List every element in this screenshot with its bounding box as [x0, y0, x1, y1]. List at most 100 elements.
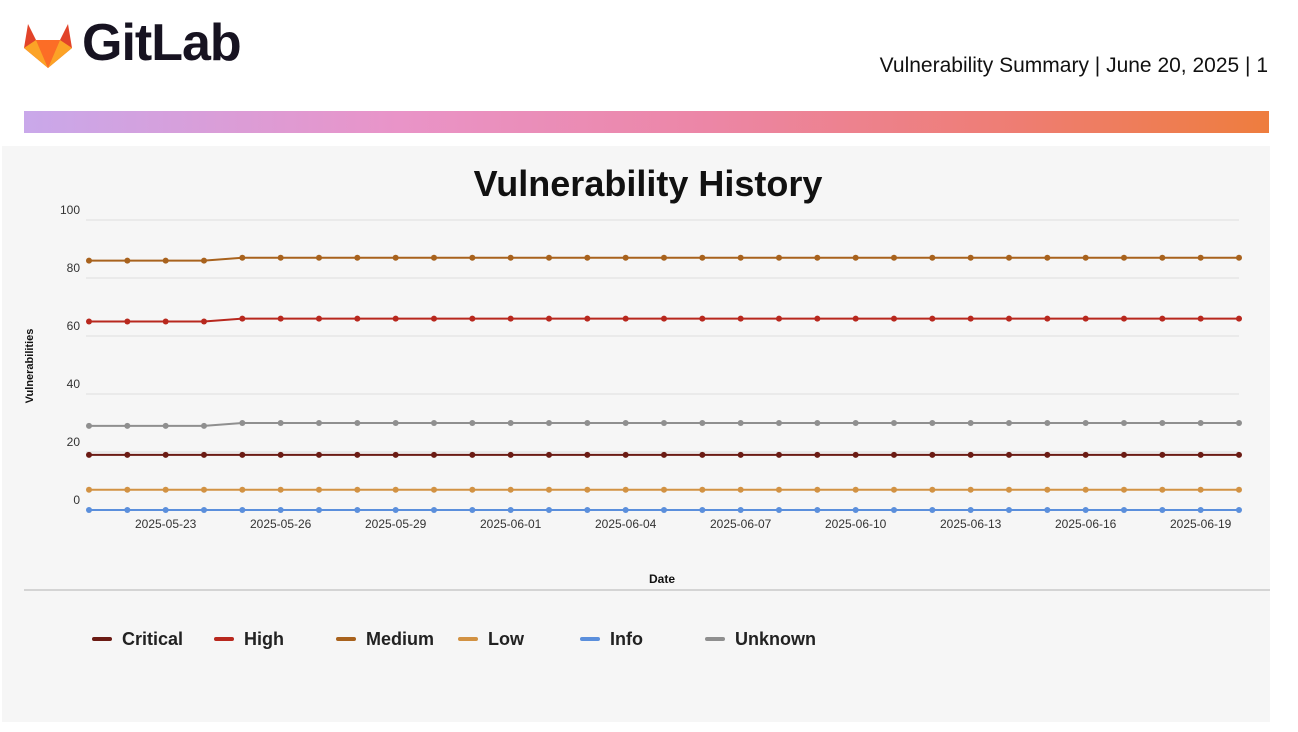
- data-point-info: [1197, 507, 1204, 513]
- data-point-low: [1236, 486, 1242, 493]
- data-point-critical: [546, 451, 552, 458]
- data-point-high: [239, 315, 246, 322]
- data-point-low: [1197, 486, 1204, 493]
- x-tick-label: 2025-05-26: [250, 517, 312, 531]
- data-point-high: [124, 318, 131, 325]
- data-point-high: [699, 315, 706, 322]
- data-point-unknown: [1121, 420, 1127, 426]
- data-point-critical: [469, 451, 476, 458]
- data-point-medium: [1159, 254, 1166, 261]
- data-point-medium: [124, 257, 131, 264]
- data-point-critical: [86, 451, 92, 458]
- data-point-critical: [776, 451, 782, 458]
- data-point-low: [584, 486, 591, 493]
- data-point-info: [1121, 507, 1127, 513]
- data-point-unknown: [1236, 420, 1242, 426]
- legend-swatch: [580, 637, 600, 641]
- data-point-high: [1159, 315, 1166, 322]
- data-point-high: [162, 318, 169, 325]
- legend-item-info[interactable]: Info: [580, 629, 705, 650]
- data-point-info: [354, 507, 361, 513]
- data-point-critical: [891, 451, 897, 458]
- x-tick-label: 2025-06-07: [710, 517, 772, 531]
- data-point-unknown: [929, 420, 936, 426]
- data-point-critical: [1121, 451, 1127, 458]
- data-point-medium: [1044, 254, 1051, 261]
- data-point-info: [1044, 507, 1051, 513]
- data-point-low: [737, 486, 744, 493]
- x-tick-label: 2025-06-16: [1055, 517, 1117, 531]
- legend-item-high[interactable]: High: [214, 629, 336, 650]
- legend-label: High: [244, 628, 284, 649]
- data-point-medium: [929, 254, 936, 261]
- data-point-medium: [584, 254, 591, 261]
- legend-label: Medium: [366, 628, 435, 649]
- data-point-info: [584, 507, 591, 513]
- data-point-unknown: [776, 420, 782, 426]
- data-point-critical: [1197, 451, 1204, 458]
- data-point-high: [929, 315, 936, 322]
- data-point-critical: [1236, 451, 1242, 458]
- data-point-low: [929, 486, 936, 493]
- data-point-medium: [469, 254, 476, 261]
- data-point-medium: [776, 254, 782, 261]
- legend-item-medium[interactable]: Medium: [336, 629, 458, 650]
- data-point-info: [431, 507, 437, 513]
- data-point-unknown: [354, 420, 361, 426]
- data-point-unknown: [699, 420, 706, 426]
- legend-label: Unknown: [735, 628, 816, 649]
- data-point-info: [967, 507, 974, 513]
- data-point-low: [469, 486, 476, 493]
- data-point-info: [1159, 507, 1166, 513]
- data-point-low: [852, 486, 859, 493]
- data-point-low: [124, 486, 131, 493]
- data-point-unknown: [1159, 420, 1166, 426]
- x-tick-label: 2025-05-29: [365, 517, 427, 531]
- x-tick-label: 2025-06-13: [940, 517, 1002, 531]
- y-axis-label: Vulnerabilities: [24, 329, 36, 404]
- data-point-critical: [431, 451, 437, 458]
- data-point-medium: [1197, 254, 1204, 261]
- data-point-medium: [1236, 254, 1242, 261]
- data-point-critical: [814, 451, 821, 458]
- data-point-high: [967, 315, 974, 322]
- legend-item-low[interactable]: Low: [458, 629, 580, 650]
- legend-item-critical[interactable]: Critical: [92, 629, 214, 650]
- legend-swatch: [336, 637, 356, 641]
- data-point-unknown: [239, 420, 246, 426]
- gradient-bar: [24, 111, 1269, 133]
- x-tick-label: 2025-06-10: [825, 517, 887, 531]
- data-point-high: [852, 315, 859, 322]
- data-point-high: [277, 315, 284, 322]
- y-tick-label: 0: [73, 493, 80, 507]
- series-layer: [86, 254, 1242, 513]
- data-point-unknown: [507, 420, 514, 426]
- data-point-medium: [354, 254, 361, 261]
- data-point-info: [622, 507, 629, 513]
- data-point-high: [661, 315, 667, 322]
- data-point-info: [776, 507, 782, 513]
- data-point-critical: [1159, 451, 1166, 458]
- legend-label: Critical: [122, 628, 184, 649]
- data-point-high: [507, 315, 514, 322]
- data-point-info: [469, 507, 476, 513]
- data-point-critical: [354, 451, 361, 458]
- y-tick-label: 60: [67, 319, 81, 333]
- series-info: [86, 507, 1242, 513]
- data-point-critical: [967, 451, 974, 458]
- legend-label: Low: [488, 628, 524, 649]
- legend-item-unknown[interactable]: Unknown: [705, 629, 835, 650]
- data-point-high: [1044, 315, 1051, 322]
- data-point-high: [1197, 315, 1204, 322]
- data-point-info: [277, 507, 284, 513]
- data-point-info: [1006, 507, 1012, 513]
- chart-title: Vulnerability History: [474, 163, 823, 204]
- y-tick-label: 100: [60, 203, 80, 217]
- data-point-critical: [584, 451, 591, 458]
- data-point-medium: [737, 254, 744, 261]
- data-point-medium: [661, 254, 667, 261]
- data-point-medium: [316, 254, 322, 261]
- data-point-medium: [431, 254, 437, 261]
- data-point-medium: [392, 254, 399, 261]
- data-point-unknown: [1082, 420, 1089, 426]
